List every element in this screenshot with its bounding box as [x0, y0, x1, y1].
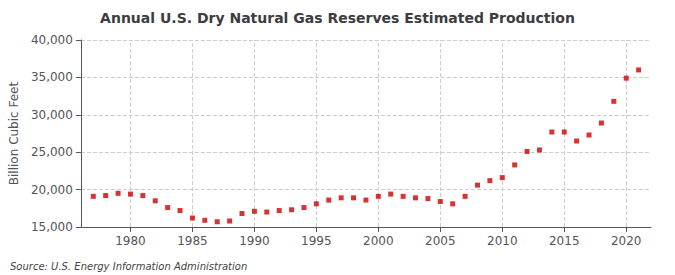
svg-text:Billion Cubic Feet: Billion Cubic Feet — [7, 82, 21, 186]
svg-text:Annual U.S. Dry Natural Gas Re: Annual U.S. Dry Natural Gas Reserves Est… — [100, 10, 575, 26]
svg-text:35,000: 35,000 — [31, 70, 73, 84]
svg-text:1990: 1990 — [239, 234, 270, 248]
svg-text:1995: 1995 — [301, 234, 332, 248]
svg-text:2010: 2010 — [487, 234, 518, 248]
svg-text:20,000: 20,000 — [31, 183, 73, 197]
svg-text:1985: 1985 — [177, 234, 208, 248]
svg-text:25,000: 25,000 — [31, 145, 73, 159]
svg-text:Source: U.S. Energy Informatio: Source: U.S. Energy Information Administ… — [10, 261, 247, 272]
svg-text:30,000: 30,000 — [31, 108, 73, 122]
svg-text:15,000: 15,000 — [31, 220, 73, 234]
svg-text:2020: 2020 — [611, 234, 642, 248]
svg-text:2005: 2005 — [425, 234, 456, 248]
svg-text:40,000: 40,000 — [31, 33, 73, 47]
svg-text:2000: 2000 — [363, 234, 394, 248]
svg-text:2015: 2015 — [549, 234, 580, 248]
svg-text:1980: 1980 — [115, 234, 146, 248]
